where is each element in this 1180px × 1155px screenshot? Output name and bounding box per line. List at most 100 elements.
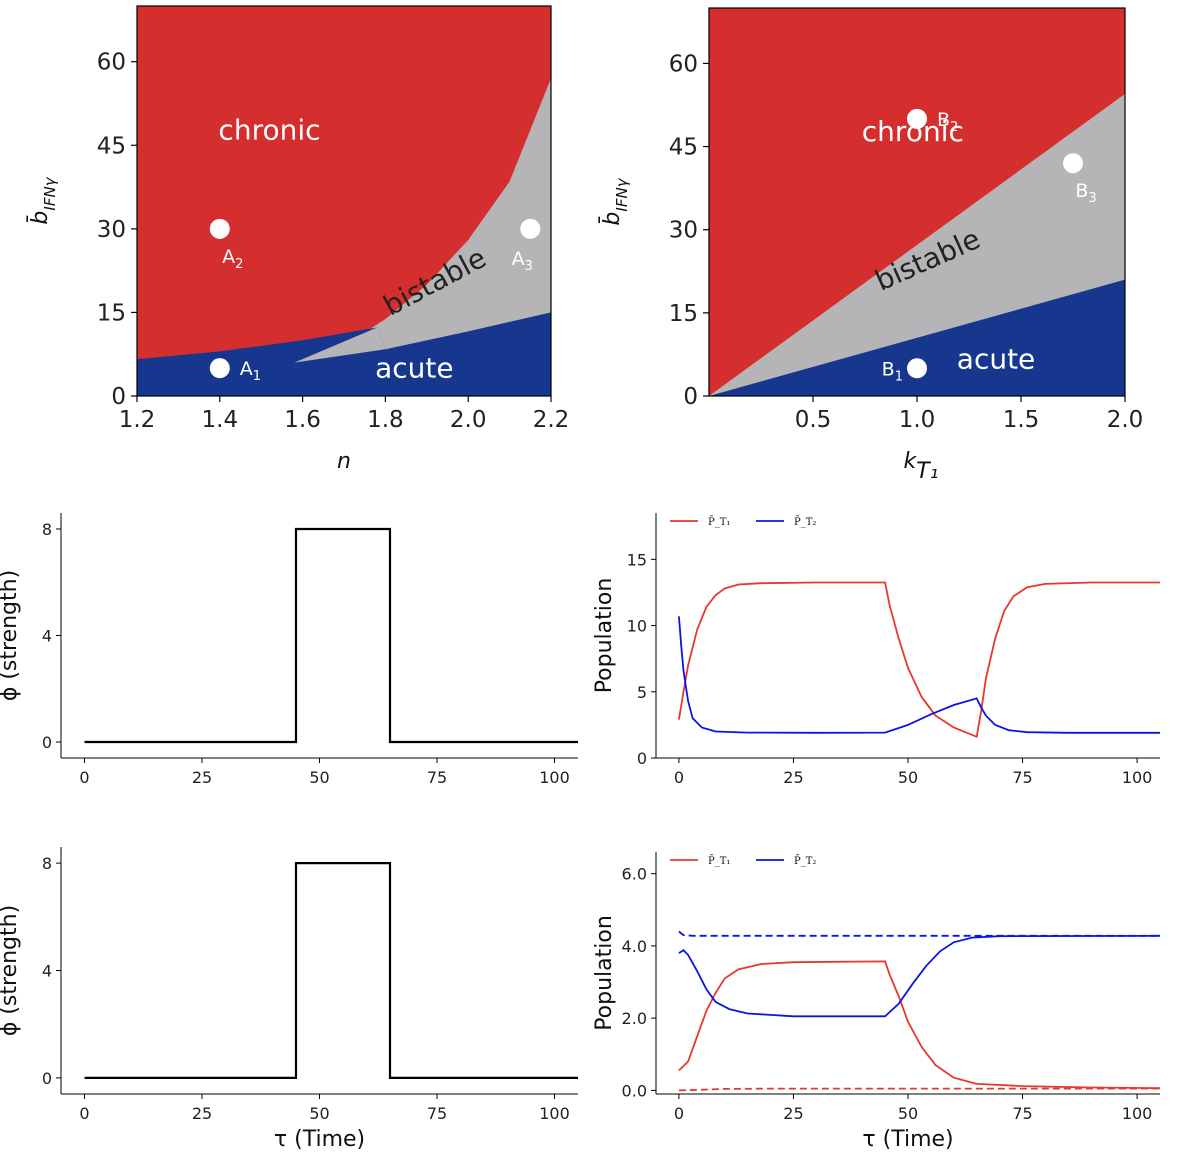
marker-b1 [907,358,927,379]
y-tick-label: 10 [627,617,647,636]
marker-label-sub: 3 [525,259,533,274]
series-line-red_line [678,581,1160,739]
x-tick-label: 0 [674,1104,684,1123]
marker-a1 [209,358,230,379]
y-tick-label: 0 [637,749,647,768]
population-plot-bottom: 0 25 50 75 100 0.0 2.0 4.0 6.0 τ (Time) Population… [592,852,1161,1152]
x-tick-label: 2.0 [450,407,487,433]
x-tick-label: 50 [309,1104,329,1123]
marker-b2 [907,108,927,129]
series-line-red_line [678,960,1161,1090]
legend-label-t1: P̄_T₁ [708,855,730,867]
x-axis-label: n [337,449,351,474]
region-bistable-wedge [294,327,386,363]
x-axis-label: kT₁ [903,449,938,484]
x-tick-label: 25 [192,768,212,787]
y-tick-label: 0 [683,384,698,410]
plot-area [709,8,1125,396]
y-tick-label: 8 [42,520,52,539]
x-tick-label: 100 [1122,1104,1153,1123]
x-tick-label: 25 [783,768,803,787]
x-tick-label: 25 [783,1104,803,1123]
x-tick-label: 1.5 [1003,407,1040,433]
y-tick-label: 45 [669,135,698,161]
y-tick-label: 15 [627,550,647,569]
x-tick-label: 25 [192,1104,212,1123]
phase-diagram-k: 0.5 1.0 1.5 2.0015304560kT₁b̄IFNγchronicbis… [599,7,1144,484]
x-tick-label: 75 [427,768,447,787]
phase-diagram-n: 1.2 1.4 1.6 1.8 2.0 2.2 0 15 30 45 60 n b̄IFNγ chroni… [27,5,570,474]
series-line-black [84,527,578,744]
y-tick-label: 0 [42,733,52,752]
x-tick-label: 75 [1012,1104,1032,1123]
y-tick-label: 4 [42,627,52,646]
y-axis-label: ϕ (strength) [0,570,22,701]
x-tick-label: 100 [539,1104,570,1123]
y-tick-label: 30 [669,218,698,244]
x-tick-label: 75 [427,1104,447,1123]
y-tick-label: 0.0 [622,1081,647,1100]
x-tick-label: 1.2 [119,407,156,433]
y-axis-label: Population [592,578,617,694]
y-tick-label: 0 [42,1069,52,1088]
y-tick-label: 6.0 [622,865,647,884]
x-tick-label: 50 [309,768,329,787]
x-tick-label: 1.4 [202,407,239,433]
marker-label-sub: 1 [253,369,261,384]
x-tick-label: 2.2 [533,407,570,433]
y-axis-label: Population [592,915,617,1031]
marker-label-sub: 2 [235,257,243,272]
stimulus-plot-top: 0 25 50 75 100 0 4 8 ϕ (strength) [0,513,578,787]
x-tick-label: 100 [1122,768,1153,787]
x-tick-label: 1.6 [284,407,321,433]
series-line-black [84,862,578,1079]
marker-label-sub: 3 [1088,191,1096,206]
x-tick-label: 1.8 [367,407,404,433]
y-tick-label: 0 [111,384,126,410]
x-tick-label: 0 [79,1104,89,1123]
y-tick-label: 60 [669,51,698,77]
y-tick-label: 15 [97,300,126,326]
x-axis-label: τ (Time) [274,1127,365,1152]
plot-area [137,6,551,396]
x-tick-label: 50 [898,1104,918,1123]
x-tick-label: 1.0 [899,407,936,433]
plot-frame [136,5,552,397]
y-axis-label: b̄IFNγ [27,176,59,224]
region-label-chronic: chronic [218,114,320,147]
y-tick-label: 4.0 [622,937,647,956]
region-label-acute: acute [957,342,1036,375]
stimulus-plot-bottom: 0 25 50 75 100 0 4 8 τ (Time) ϕ (strength) [0,847,578,1152]
legend-label-t2: P̄_T₂ [794,516,816,528]
x-axis-label: τ (Time) [862,1127,953,1152]
y-tick-label: 2.0 [622,1009,647,1028]
marker-b3 [1063,153,1083,174]
series-line-red_line-dashed [678,1087,1160,1092]
y-axis-label-sub: IFNγ [41,176,59,210]
x-tick-label: 0 [674,768,684,787]
y-tick-label: 4 [42,962,52,981]
y-tick-label: 45 [97,133,126,159]
x-tick-label: 0.5 [795,407,832,433]
legend-label-t1: P̄_T₁ [708,516,730,528]
x-axis-label-sub: T₁ [916,459,938,484]
x-tick-label: 0 [79,768,89,787]
series-line-blue_line-dashed [678,930,1160,937]
region-acute [709,279,1125,396]
marker-a3 [520,218,541,239]
x-tick-label: 100 [539,768,570,787]
x-tick-label: 2.0 [1107,407,1144,433]
x-tick-label: 75 [1012,768,1032,787]
y-tick-label: 60 [97,50,126,76]
y-axis-label-sub: IFNγ [613,177,631,211]
series-line-blue_line [678,616,1160,734]
y-axis-label: ϕ (strength) [0,905,22,1036]
marker-label-sub: 2 [950,120,958,135]
y-tick-label: 8 [42,854,52,873]
region-label-acute: acute [375,352,454,385]
y-axis-label: b̄IFNγ [599,177,631,225]
population-plot-top: 0 25 50 75 100 0 5 10 15 Population P̄_T₁ P̄_T₂ [592,513,1160,787]
legend-label-t2: P̄_T₂ [794,855,816,867]
y-tick-label: 15 [669,301,698,327]
